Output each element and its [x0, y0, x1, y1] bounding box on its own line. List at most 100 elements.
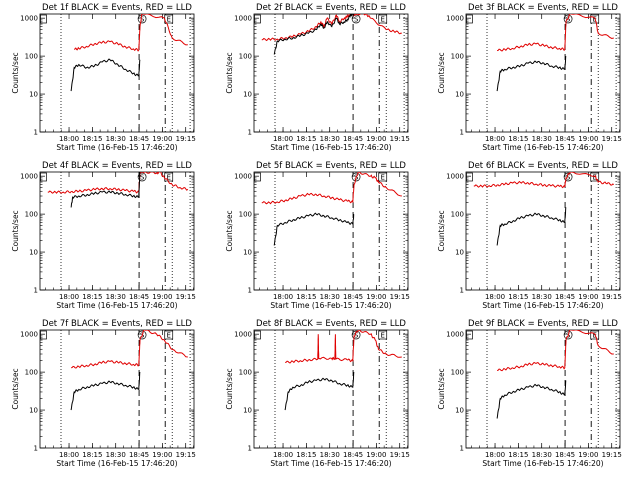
edge-marker [254, 330, 261, 340]
y-axis-label: Counts/sec [225, 52, 234, 93]
chart-panel-2: Det 2f BLACK = Events, RED = LLD S E 1 10 100… [225, 3, 410, 152]
x-tick-label: 18:30 [106, 135, 126, 143]
chart-panel-6: Det 6f BLACK = Events, RED = LLD S E 1 10 100… [437, 161, 622, 310]
edge-marker [40, 14, 47, 24]
y-tick-label: 1 [34, 445, 38, 453]
series-events-line [70, 172, 141, 208]
y-axis-label: Counts/sec [437, 368, 446, 409]
x-tick-label: 19:00 [366, 451, 386, 459]
plot-frame [253, 171, 409, 291]
end-marker-label: E [381, 174, 385, 182]
x-tick-label: 19:00 [366, 293, 386, 301]
y-tick-label: 1 [460, 287, 464, 295]
y-tick-label: 10 [29, 407, 38, 415]
x-tick-label: 18:45 [343, 293, 363, 301]
y-tick-label: 1000 [20, 15, 38, 23]
x-tick-label: 18:00 [485, 135, 505, 143]
end-marker [164, 172, 174, 182]
series-lld-line [74, 14, 188, 52]
x-tick-label: 18:15 [296, 293, 316, 301]
chart-panel-8: Det 8f BLACK = Events, RED = LLD S E 1 10 100… [225, 319, 410, 468]
y-tick-label: 1000 [20, 331, 38, 339]
end-marker [590, 330, 600, 340]
x-tick-label: 19:00 [152, 293, 172, 301]
chart-panel-4: Det 4f BLACK = Events, RED = LLD S E 1 10 100… [11, 161, 196, 310]
start-marker-label: S [566, 16, 571, 24]
x-tick-label: 18:45 [343, 451, 363, 459]
series-events-line [496, 55, 567, 92]
edge-marker [466, 14, 473, 24]
y-tick-label: 1000 [446, 331, 464, 339]
x-tick-label: 18:45 [555, 135, 575, 143]
end-marker-label: E [167, 174, 171, 182]
x-tick-label: 18:15 [508, 135, 528, 143]
end-marker-label: E [593, 332, 597, 340]
x-tick-label: 19:15 [602, 293, 622, 301]
y-tick-label: 100 [25, 369, 38, 377]
plot-frame [39, 171, 195, 291]
chart-title: Det 6f BLACK = Events, RED = LLD [468, 161, 618, 171]
x-tick-label: 18:45 [129, 135, 149, 143]
x-tick-label: 19:00 [578, 293, 598, 301]
chart-title: Det 5f BLACK = Events, RED = LLD [256, 161, 406, 171]
x-tick-label: 18:30 [532, 135, 552, 143]
x-tick-label: 18:00 [273, 451, 293, 459]
x-tick-label: 19:15 [602, 135, 622, 143]
x-tick-label: 18:00 [273, 293, 293, 301]
chart-title: Det 3f BLACK = Events, RED = LLD [468, 3, 618, 13]
x-tick-label: 18:00 [59, 293, 79, 301]
x-tick-label: 19:00 [578, 135, 598, 143]
x-tick-label: 18:15 [82, 135, 102, 143]
x-tick-label: 18:45 [555, 451, 575, 459]
y-tick-label: 100 [25, 53, 38, 61]
y-tick-label: 1000 [20, 173, 38, 181]
series-events-line [496, 380, 567, 419]
series-events-line [273, 14, 355, 55]
y-tick-label: 1 [248, 129, 252, 137]
end-marker [378, 172, 388, 182]
y-tick-label: 10 [243, 407, 252, 415]
x-tick-label: 18:00 [59, 451, 79, 459]
start-marker-label: S [140, 174, 145, 182]
y-axis-label: Counts/sec [225, 210, 234, 251]
series-lld-line [47, 172, 189, 194]
start-marker-label: S [140, 16, 145, 24]
edge-marker [466, 330, 473, 340]
edge-marker [466, 172, 473, 182]
y-tick-label: 1000 [234, 173, 252, 181]
edge-marker [40, 330, 47, 340]
y-axis-label: Counts/sec [11, 210, 20, 251]
series-lld-line [261, 14, 402, 42]
plot-frame [253, 13, 409, 133]
x-tick-label: 18:30 [320, 293, 340, 301]
x-tick-label: 18:15 [296, 451, 316, 459]
x-tick-label: 18:30 [532, 293, 552, 301]
y-tick-label: 100 [239, 211, 252, 219]
series-lld-line [71, 330, 188, 369]
x-tick-label: 19:15 [390, 293, 410, 301]
chart-title: Det 9f BLACK = Events, RED = LLD [468, 319, 618, 329]
end-marker-label: E [167, 16, 171, 24]
end-marker-label: E [381, 332, 385, 340]
y-tick-label: 10 [455, 249, 464, 257]
x-tick-label: 18:15 [508, 451, 528, 459]
end-marker-label: E [593, 174, 597, 182]
series-events-line [70, 58, 141, 92]
y-tick-label: 1 [460, 129, 464, 137]
y-tick-label: 100 [451, 53, 464, 61]
y-tick-label: 100 [451, 211, 464, 219]
series-lld-line [261, 172, 402, 205]
x-axis-label: Start Time (16-Feb-15 17:46:20) [482, 459, 603, 468]
x-tick-label: 18:30 [106, 293, 126, 301]
x-tick-label: 18:15 [82, 293, 102, 301]
x-tick-label: 19:15 [176, 293, 196, 301]
series-lld-line [473, 172, 615, 189]
x-tick-label: 19:00 [152, 451, 172, 459]
x-tick-label: 18:00 [485, 451, 505, 459]
x-axis-label: Start Time (16-Feb-15 17:46:20) [270, 301, 391, 310]
x-tick-label: 18:30 [532, 451, 552, 459]
plot-frame [253, 329, 409, 449]
